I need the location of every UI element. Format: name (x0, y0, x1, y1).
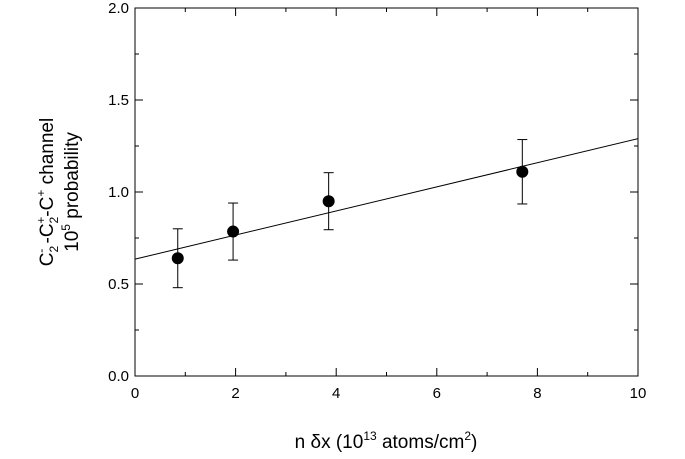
x-tick-label: 6 (433, 385, 441, 402)
x-tick-label: 8 (533, 385, 541, 402)
x-tick-label: 0 (131, 385, 139, 402)
x-tick-label: 10 (630, 385, 647, 402)
fit-line (134, 138, 639, 260)
tick-marks (134, 7, 639, 377)
x-tick-labels: 0 2 4 6 8 10 (131, 385, 647, 402)
y-tick-labels: 0.0 0.5 1.0 1.5 2.0 (108, 0, 129, 385)
data-point (516, 165, 529, 178)
y-tick-label: 0.0 (108, 368, 129, 385)
x-tick-label: 2 (231, 385, 239, 402)
y-tick-label: 1.0 (108, 184, 129, 201)
data-point (227, 225, 240, 238)
y-tick-label: 1.5 (108, 92, 129, 109)
error-bars (172, 139, 528, 289)
x-tick-label: 4 (332, 385, 340, 402)
plot-frame (134, 7, 639, 377)
data-points (171, 165, 529, 265)
data-point (171, 252, 184, 265)
x-axis-title: n δx (1013 atoms/cm2) (295, 429, 478, 453)
y-tick-label: 2.0 (108, 0, 129, 17)
data-point (322, 195, 335, 208)
y-axis-title-line2: 105 probability (59, 132, 83, 252)
y-axis-title-line1: C2- -C2+-C+ channel (34, 118, 61, 266)
y-tick-label: 0.5 (108, 276, 129, 293)
